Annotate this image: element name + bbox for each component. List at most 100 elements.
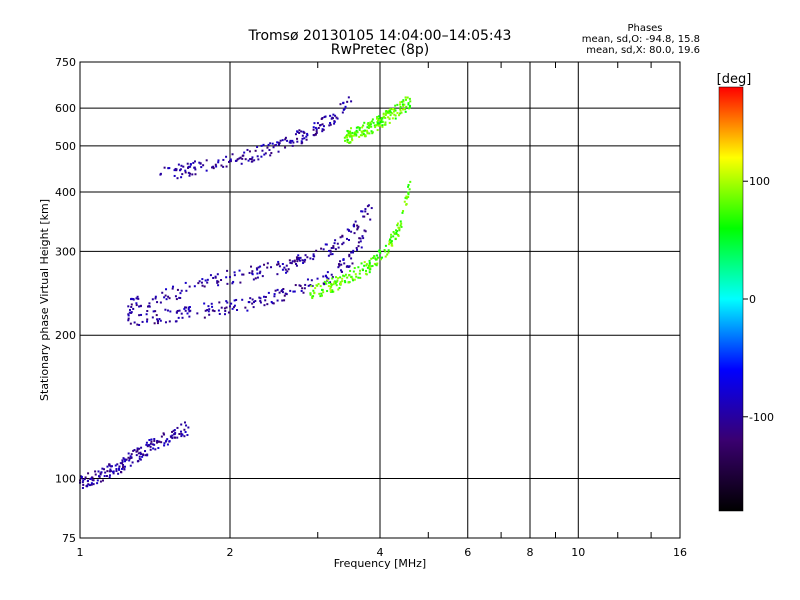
echo-point: [277, 260, 280, 263]
echo-point: [147, 444, 150, 447]
echo-point: [276, 299, 279, 302]
echo-point: [168, 320, 171, 323]
echo-point: [260, 144, 263, 147]
echo-point: [355, 246, 358, 249]
echo-point: [337, 246, 340, 249]
echo-point: [363, 261, 366, 264]
echo-point: [296, 260, 299, 263]
echo-point: [329, 290, 332, 293]
echo-point: [184, 309, 187, 312]
trace-point: [259, 300, 262, 303]
echo-point: [132, 307, 135, 310]
echo-point: [173, 174, 176, 177]
echo-point: [336, 242, 339, 245]
echo-point: [337, 266, 340, 269]
echo-point: [337, 263, 340, 266]
trace-point: [384, 250, 387, 253]
echo-point: [149, 448, 152, 451]
echo-point: [165, 439, 168, 442]
echo-point: [158, 318, 161, 321]
echo-point: [137, 297, 140, 300]
colorbar-ticks: 100 0 -100: [743, 175, 774, 424]
echo-point: [374, 257, 377, 260]
echo-point: [194, 168, 197, 171]
echo-point: [217, 309, 220, 312]
echo-point: [375, 258, 378, 261]
echo-point: [378, 119, 381, 122]
echo-point: [133, 321, 136, 324]
echo-point: [139, 305, 142, 308]
echo-point: [335, 116, 338, 119]
echo-point: [348, 239, 351, 242]
echo-point: [352, 270, 355, 273]
echo-point: [171, 437, 174, 440]
echo-point: [263, 263, 266, 266]
trace-point: [229, 305, 231, 308]
echo-point: [387, 109, 390, 112]
echo-point: [160, 441, 163, 444]
echo-point: [198, 280, 201, 283]
echo-point: [340, 263, 343, 266]
echo-point: [391, 117, 394, 120]
echo-point: [404, 196, 407, 199]
echo-point: [343, 280, 346, 283]
echo-point: [181, 316, 184, 319]
echo-point: [138, 447, 141, 450]
echo-point: [306, 134, 309, 137]
echo-point: [255, 267, 258, 270]
echo-point: [368, 266, 371, 269]
echo-point: [384, 121, 387, 124]
echo-point: [286, 139, 289, 142]
echo-point: [314, 133, 317, 136]
echo-point: [370, 130, 373, 133]
echo-point: [403, 107, 406, 110]
echo-point: [231, 307, 234, 310]
echo-point: [299, 284, 302, 287]
echo-point: [228, 160, 231, 163]
echo-point: [183, 307, 186, 310]
echo-point: [337, 277, 340, 280]
trace-point: [399, 224, 402, 227]
echo-point: [405, 105, 408, 108]
echo-point: [165, 288, 168, 291]
echo-point: [144, 450, 147, 453]
echo-point: [235, 159, 238, 162]
echo-point: [304, 254, 307, 257]
echo-point: [189, 309, 192, 312]
echo-point: [130, 453, 133, 456]
echo-point: [272, 302, 275, 305]
trace-point: [301, 134, 304, 137]
echo-point: [340, 270, 343, 273]
echo-point: [353, 278, 356, 281]
echo-point: [247, 301, 250, 304]
echo-point: [396, 230, 399, 233]
echo-point: [174, 320, 177, 323]
echo-point: [83, 478, 86, 481]
echo-point: [163, 444, 166, 447]
echo-point: [403, 200, 406, 203]
echo-point: [359, 237, 362, 240]
echo-point: [251, 302, 254, 305]
y-tick-label: 100: [55, 473, 76, 486]
echo-point: [140, 313, 143, 316]
echo-point: [384, 244, 387, 247]
echo-point: [382, 116, 385, 119]
y-tick-label: 200: [55, 329, 76, 342]
echo-point: [357, 266, 360, 269]
echo-point: [103, 475, 106, 478]
echo-point: [82, 483, 85, 486]
echo-point: [256, 276, 259, 279]
echo-point: [274, 289, 277, 292]
trace-point: [180, 312, 183, 315]
echo-point: [374, 126, 377, 129]
trace-point: [151, 298, 154, 301]
echo-point: [188, 174, 191, 177]
echo-point: [261, 275, 264, 278]
trace-point: [309, 284, 312, 287]
echo-point: [330, 282, 333, 285]
echo-point: [164, 308, 167, 311]
echo-point: [185, 306, 188, 309]
echo-point: [358, 237, 361, 240]
echo-point: [341, 280, 344, 283]
echo-point: [86, 484, 89, 487]
